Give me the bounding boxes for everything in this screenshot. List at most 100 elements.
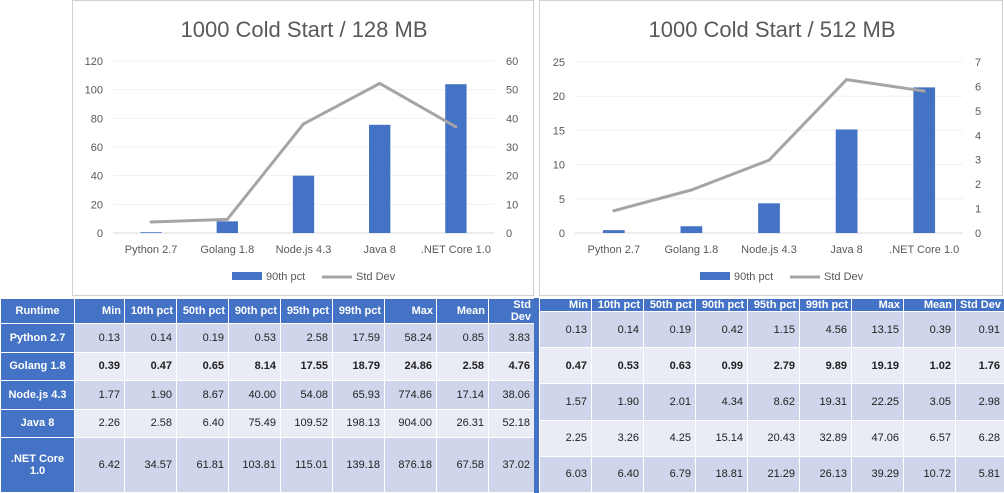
y-tick-label: 100 xyxy=(85,85,103,97)
value-cell: 0.85 xyxy=(436,323,489,353)
col-header-p95: 95th pct xyxy=(747,298,800,312)
bar xyxy=(758,203,780,233)
bar xyxy=(913,87,936,233)
value-cell: 52.18 xyxy=(488,408,535,439)
y2-tick-label: 3 xyxy=(975,155,981,167)
value-cell: 26.31 xyxy=(436,408,489,439)
table-row: Node.js 4.3 1.77 1.90 8.67 40.00 54.08 65.93 77… xyxy=(0,380,535,410)
x-tick-label: .NET Core 1.0 xyxy=(889,244,959,256)
table-row: .NET Core 1.0 6.42 34.57 61.81 103.81 115.01 1… xyxy=(0,437,535,493)
col-header-p90: 90th pct xyxy=(228,298,281,324)
value-cell: 198.13 xyxy=(332,408,385,439)
value-cell: 0.91 xyxy=(955,310,1004,349)
std-dev-point xyxy=(225,217,229,221)
y2-tick-label: 60 xyxy=(506,56,518,68)
y2-tick-label: 50 xyxy=(506,85,518,97)
col-header-max: Max xyxy=(384,298,437,324)
value-cell: 67.58 xyxy=(436,437,489,493)
y-tick-label: 40 xyxy=(91,171,103,183)
value-cell: 0.14 xyxy=(124,323,177,353)
x-tick-label: Node.js 4.3 xyxy=(276,244,332,256)
value-cell: 0.13 xyxy=(74,323,125,353)
value-cell: 2.79 xyxy=(747,347,800,385)
bar xyxy=(369,124,391,233)
bar xyxy=(140,232,162,233)
value-cell: 65.93 xyxy=(332,380,385,410)
value-cell: 10.72 xyxy=(903,455,956,493)
table-row: Golang 1.8 0.39 0.47 0.65 8.14 17.55 18.79 24.8… xyxy=(0,351,535,382)
chart-title: 1000 Cold Start / 128 MB xyxy=(180,17,427,42)
col-header-p90: 90th pct xyxy=(695,298,748,312)
bar xyxy=(445,84,467,234)
value-cell: 2.58 xyxy=(280,323,333,353)
std-dev-point xyxy=(922,89,926,93)
table-header-row: Min 10th pct 50th pct 90th pct 95th pct … xyxy=(539,298,1004,312)
value-cell: 3.26 xyxy=(591,419,644,457)
value-cell: 6.57 xyxy=(903,419,956,457)
value-cell: 0.19 xyxy=(176,323,229,353)
std-dev-point xyxy=(845,78,849,82)
table-row: 1.57 1.90 2.01 4.34 8.62 19.31 22.25 3.05 2.98 xyxy=(539,383,1004,421)
value-cell: 24.86 xyxy=(384,351,437,382)
col-header-p10: 10th pct xyxy=(124,298,177,324)
y2-tick-label: 7 xyxy=(975,57,981,69)
x-tick-label: .NET Core 1.0 xyxy=(421,244,491,256)
std-dev-point xyxy=(302,122,305,126)
y2-tick-label: 4 xyxy=(975,130,981,142)
y2-tick-label: 5 xyxy=(975,106,981,118)
value-cell: 4.34 xyxy=(695,383,748,421)
y-tick-label: 5 xyxy=(559,194,565,206)
y2-tick-label: 6 xyxy=(975,81,981,93)
value-cell: 6.40 xyxy=(176,408,229,439)
value-cell: 13.15 xyxy=(851,310,904,349)
value-cell: 4.76 xyxy=(488,351,535,382)
y2-tick-label: 0 xyxy=(506,228,512,240)
y-tick-label: 80 xyxy=(91,113,103,125)
x-tick-label: Python 2.7 xyxy=(125,244,178,256)
chart-title: 1000 Cold Start / 512 MB xyxy=(648,17,895,42)
legend-bar-swatch xyxy=(700,272,730,280)
bar xyxy=(602,230,625,233)
col-header-min: Min xyxy=(539,298,592,312)
col-header-mean: Mean xyxy=(436,298,489,324)
value-cell: 9.89 xyxy=(799,347,852,385)
value-cell: 2.98 xyxy=(955,383,1004,421)
col-header-p99: 99th pct xyxy=(799,298,852,312)
bar xyxy=(292,175,315,233)
value-cell: 0.13 xyxy=(539,310,592,349)
table-row: 2.25 3.26 4.25 15.14 20.43 32.89 47.06 6.57 6.28 xyxy=(539,419,1004,457)
y-tick-label: 20 xyxy=(553,91,565,103)
value-cell: 37.02 xyxy=(488,437,535,493)
col-header-mean: Mean xyxy=(903,298,956,312)
value-cell: 115.01 xyxy=(280,437,333,493)
value-cell: 21.29 xyxy=(747,455,800,493)
x-tick-label: Python 2.7 xyxy=(588,244,641,256)
value-cell: 8.62 xyxy=(747,383,800,421)
value-cell: 6.79 xyxy=(643,455,696,493)
y-tick-label: 20 xyxy=(91,199,103,211)
value-cell: 8.67 xyxy=(176,380,229,410)
value-cell: 0.99 xyxy=(695,347,748,385)
value-cell: 15.14 xyxy=(695,419,748,457)
legend-bar-swatch xyxy=(232,272,262,280)
y2-tick-label: 40 xyxy=(506,113,518,125)
value-cell: 2.58 xyxy=(436,351,489,382)
col-header-p95: 95th pct xyxy=(280,298,333,324)
x-tick-label: Golang 1.8 xyxy=(664,244,718,256)
value-cell: 904.00 xyxy=(384,408,437,439)
value-cell: 876.18 xyxy=(384,437,437,493)
value-cell: 6.28 xyxy=(955,419,1004,457)
value-cell: 8.14 xyxy=(228,351,281,382)
std-dev-point xyxy=(689,188,693,192)
std-dev-point xyxy=(149,220,153,224)
value-cell: 1.57 xyxy=(539,383,592,421)
value-cell: 19.19 xyxy=(851,347,904,385)
bar xyxy=(835,129,858,233)
value-cell: 18.79 xyxy=(332,351,385,382)
y2-tick-label: 30 xyxy=(506,142,518,154)
value-cell: 0.47 xyxy=(539,347,592,385)
value-cell: 26.13 xyxy=(799,455,852,493)
value-cell: 2.58 xyxy=(124,408,177,439)
y-tick-label: 15 xyxy=(553,125,565,137)
col-header-stddev: Std Dev xyxy=(488,298,535,324)
